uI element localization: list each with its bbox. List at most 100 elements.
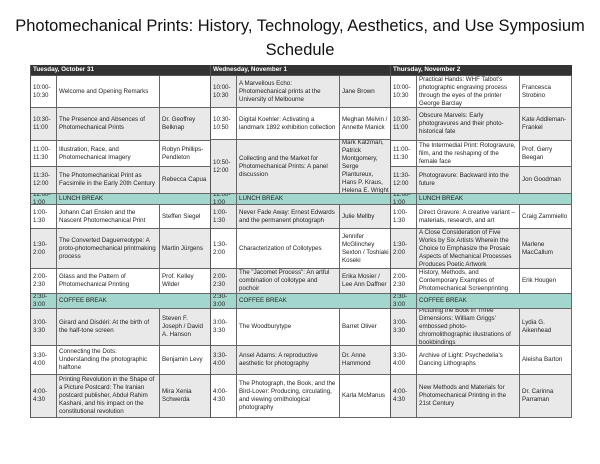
session-row: 2:00-2:30 Glass and the Pattern of Photom… bbox=[31, 269, 212, 294]
session-time: 3:30-4:00 bbox=[211, 346, 237, 374]
session-speaker: Mira Xenia Schwerda bbox=[160, 375, 212, 417]
session-title: The Photomechanical Print as Facsimile i… bbox=[57, 167, 160, 193]
break-row: 2:30-3:00 COFFEE BREAK bbox=[391, 294, 572, 309]
session-speaker: Dr. Anne Hammond bbox=[340, 346, 392, 374]
session-row: 10:00-10:30 Welcome and Opening Remarks bbox=[31, 76, 212, 108]
session-title: A Close Consideration of Five Works by S… bbox=[417, 229, 520, 268]
session-speaker: Robyn Phillips-Pendleton bbox=[160, 141, 212, 166]
session-time: 10:00-10:30 bbox=[391, 76, 417, 107]
session-title: Direct Gravure: A creative variant – mat… bbox=[417, 205, 520, 228]
session-speaker: Jennifer McGlinchey Sexton / Toshiaki Ko… bbox=[340, 229, 392, 268]
session-row: 11:30-12:00 Photogravure: Backward into t… bbox=[391, 167, 572, 194]
session-row: 10:30-10:50 Digital Koehler: Activating a… bbox=[211, 108, 392, 140]
session-time: 2:30-3:00 bbox=[211, 294, 237, 308]
session-row: 3:30-4:00 Archive of Light: Psychedelia's… bbox=[391, 346, 572, 375]
session-speaker: Aleisha Barton bbox=[520, 346, 572, 374]
session-speaker: Karla McManus bbox=[340, 375, 392, 417]
session-title: LUNCH BREAK bbox=[57, 194, 212, 204]
session-speaker: Erika Mosier / Lee Ann Daffner bbox=[340, 269, 392, 293]
session-time: 2:00-2:30 bbox=[391, 269, 417, 293]
session-title: Archive of Light: Psychedelia's Dancing … bbox=[417, 346, 520, 374]
day-header: Tuesday, October 31 bbox=[31, 65, 212, 76]
session-title: Collecting and the Market for Photomecha… bbox=[237, 140, 340, 193]
session-speaker: Erik Hougen bbox=[520, 269, 572, 293]
session-row: 10:30-11:00 Obscure Marvels: Early photog… bbox=[391, 108, 572, 141]
session-row: 4:00-4:30 New Methods and Materials for P… bbox=[391, 375, 572, 418]
session-title: Never Fade Away: Ernest Edwards and the … bbox=[237, 205, 340, 228]
session-row: 10:30-11:00 The Presence and Absences of … bbox=[31, 108, 212, 141]
session-speaker: Dr. Geoffrey Belknap bbox=[160, 108, 212, 140]
session-row: 10:00-10:30 A Marvellous Echo: Photomecha… bbox=[211, 76, 392, 108]
session-time: 2:00-2:30 bbox=[211, 269, 237, 293]
session-title: Ansel Adams: A reproductive aesthetic fo… bbox=[237, 346, 340, 374]
session-title: History, Methods, and Contemporary Examp… bbox=[417, 269, 520, 293]
session-time: 10:30-10:50 bbox=[211, 108, 237, 139]
session-title: The "Jacomet Process": An artful combina… bbox=[237, 269, 340, 293]
session-time: 12:00-1:00 bbox=[31, 194, 57, 204]
session-title: LUNCH BREAK bbox=[237, 194, 392, 204]
session-speaker: Craig Zammiello bbox=[520, 205, 572, 228]
session-speaker: Mark Katzman, Patrick Montgomery, Serge … bbox=[340, 140, 392, 193]
session-title: The Converted Daguerreotype: A proto-pho… bbox=[57, 229, 160, 268]
session-time: 11:30-12:00 bbox=[31, 167, 57, 193]
session-title: Johann Carl Enslen and the Nascent Photo… bbox=[57, 205, 160, 228]
session-title: Photogravure: Backward into the future bbox=[417, 167, 520, 193]
session-row: 11:00-11:30 The Intermedial Print: Rotogr… bbox=[391, 141, 572, 167]
session-row: 4:00-4:30 The Photograph, the Book, and t… bbox=[211, 375, 392, 418]
session-title: Illustration, Race, and Photomechanical … bbox=[57, 141, 160, 166]
session-row: 10:00-10:30 Practical Hands: WHF Talbot's… bbox=[391, 76, 572, 108]
session-row: 2:00-2:30 History, Methods, and Contempor… bbox=[391, 269, 572, 294]
session-speaker: Prof. Kelley Wilder bbox=[160, 269, 212, 293]
session-row: 2:00-2:30 The "Jacomet Process": An artfu… bbox=[211, 269, 392, 294]
session-speaker: Steven F. Joseph / David A. Hanson bbox=[160, 309, 212, 345]
session-speaker: Martin Jürgens bbox=[160, 229, 212, 268]
session-row: 3:30-4:00 Ansel Adams: A reproductive aes… bbox=[211, 346, 392, 375]
session-speaker: Prof. Gerry Beegan bbox=[520, 141, 572, 166]
session-time: 3:00-3:30 bbox=[391, 309, 417, 345]
session-row: 1:30-2:00 A Close Consideration of Five W… bbox=[391, 229, 572, 269]
session-time: 2:30-3:00 bbox=[31, 294, 57, 308]
session-speaker: Barret Oliver bbox=[340, 309, 392, 345]
session-time: 1:00-1:30 bbox=[211, 205, 237, 228]
session-speaker: Julie Mellby bbox=[340, 205, 392, 228]
session-speaker: Jane Brown bbox=[340, 76, 392, 107]
session-speaker bbox=[160, 76, 212, 107]
page-title: Photomechanical Prints: History, Technol… bbox=[15, 17, 585, 59]
break-row: 12:00-1:00 LUNCH BREAK bbox=[31, 194, 212, 205]
session-time: 10:50-12:00 bbox=[211, 140, 237, 193]
session-title: COFFEE BREAK bbox=[57, 294, 212, 308]
session-speaker: Francesca Strobino bbox=[520, 76, 572, 107]
session-row: 4:00-4:30 Printing Revolution in the Shap… bbox=[31, 375, 212, 418]
session-row: 1:30-2:00 The Converted Daguerreotype: A … bbox=[31, 229, 212, 269]
session-time: 10:30-11:00 bbox=[31, 108, 57, 140]
session-time: 3:00-3:30 bbox=[211, 309, 237, 345]
session-row: 1:00-1:30 Never Fade Away: Ernest Edwards… bbox=[211, 205, 392, 229]
session-speaker: Marlene MacCallum bbox=[520, 229, 572, 268]
session-title: Printing Revolution in the Shape of a Pi… bbox=[57, 375, 160, 417]
session-title: Practical Hands: WHF Talbot's photograph… bbox=[417, 76, 520, 107]
session-time: 3:30-4:00 bbox=[391, 346, 417, 374]
day-header: Wednesday, November 1 bbox=[211, 65, 392, 76]
session-time: 12:00-1:00 bbox=[391, 194, 417, 204]
session-row: 11:00-11:30 Illustration, Race, and Photo… bbox=[31, 141, 212, 167]
session-time: 2:30-3:00 bbox=[391, 294, 417, 308]
session-speaker: Meghan Melvin / Annette Manick bbox=[340, 108, 392, 139]
session-time: 1:30-2:00 bbox=[391, 229, 417, 268]
session-time: 11:00-11:30 bbox=[391, 141, 417, 166]
session-speaker: Benjamin Levy bbox=[160, 346, 212, 374]
session-time: 4:00-4:30 bbox=[391, 375, 417, 417]
session-time: 1:30-2:00 bbox=[31, 229, 57, 268]
session-time: 2:00-2:30 bbox=[31, 269, 57, 293]
session-time: 10:30-11:00 bbox=[391, 108, 417, 140]
break-row: 12:00-1:00 LUNCH BREAK bbox=[391, 194, 572, 205]
session-speaker: Jon Goodman bbox=[520, 167, 572, 193]
session-row: 1:00-1:30 Johann Carl Enslen and the Nasc… bbox=[31, 205, 212, 229]
session-title: COFFEE BREAK bbox=[417, 294, 572, 308]
session-title: A Marvellous Echo: Photomechanical print… bbox=[237, 76, 340, 107]
session-time: 11:30-12:00 bbox=[391, 167, 417, 193]
session-title: New Methods and Materials for Photomecha… bbox=[417, 375, 520, 417]
session-time: 4:00-4:30 bbox=[31, 375, 57, 417]
day-column: Wednesday, November 1 10:00-10:30 A Marvel… bbox=[210, 65, 392, 418]
session-time: 1:00-1:30 bbox=[391, 205, 417, 228]
session-row: 1:00-1:30 Direct Gravure: A creative vari… bbox=[391, 205, 572, 229]
